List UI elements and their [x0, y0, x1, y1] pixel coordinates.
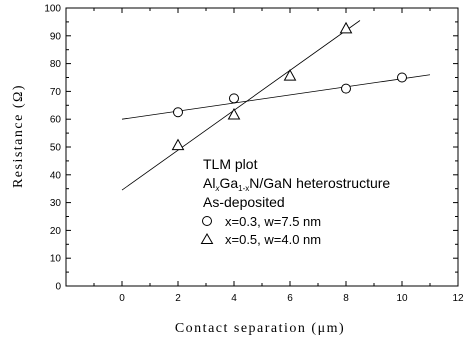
- legend-entry-series-2: x=0.5, w=4.0 nm: [225, 232, 321, 247]
- y-tick-label: 50: [50, 143, 62, 154]
- y-tick-label: 10: [50, 254, 62, 265]
- x-axis-title: Contact separation (μm): [175, 321, 345, 336]
- y-tick-label: 80: [50, 59, 62, 70]
- composition-ga: Ga: [219, 175, 238, 191]
- composition-1-x-subscript: 1-x: [238, 184, 249, 193]
- y-tick-label: 0: [55, 282, 61, 293]
- x-tick-label: 10: [396, 293, 408, 304]
- legend-structure: AlxGa1-xN/GaN heterostructure: [203, 175, 390, 193]
- legend-triangle-marker: [200, 233, 214, 244]
- x-tick-label: 0: [119, 293, 125, 304]
- legend: TLM plot AlxGa1-xN/GaN heterostructure As…: [200, 156, 390, 247]
- x-tick-label: 8: [343, 293, 349, 304]
- x-tick-label: 4: [231, 293, 237, 304]
- y-tick-label: 30: [50, 198, 62, 209]
- legend-heterostructure: heterostructure: [296, 175, 390, 191]
- circle-point: [397, 72, 407, 83]
- legend-condition: As-deposited: [203, 194, 285, 210]
- legend-title: TLM plot: [203, 156, 258, 172]
- triangle-point: [227, 107, 241, 120]
- composition-x-subscript: x: [214, 184, 220, 193]
- composition-al: Al: [203, 175, 215, 191]
- fit-line-series-2: [121, 20, 361, 191]
- triangle-point: [339, 21, 353, 34]
- fit-line-series-1: [121, 74, 431, 120]
- fit-lines: [121, 20, 431, 191]
- y-tick-label: 20: [50, 226, 62, 237]
- circle-point: [229, 93, 239, 104]
- y-tick-label: 40: [50, 170, 62, 181]
- triangle-point: [171, 138, 185, 151]
- x-tick-label: 6: [287, 293, 293, 304]
- y-tick-label: 60: [50, 115, 62, 126]
- y-tick-label: 90: [50, 31, 62, 42]
- circle-point: [341, 83, 351, 94]
- circle-point: [173, 107, 183, 118]
- triangle-point: [283, 69, 297, 81]
- legend-circle-marker: [202, 216, 212, 226]
- x-tick-label: 12: [452, 293, 464, 304]
- y-tick-label: 70: [50, 87, 62, 98]
- ticks: 0 2 4 6 8 10 12 0 10 20 30 40 50 60 70 80 90 100: [44, 4, 464, 305]
- y-tick-label: 100: [44, 4, 61, 15]
- legend-entry-series-1: x=0.3, w=7.5 nm: [225, 214, 321, 229]
- data-points: [171, 21, 407, 151]
- x-tick-label: 2: [175, 293, 181, 304]
- composition-rest: N/GaN: [249, 175, 292, 191]
- y-axis-title: Resistance (Ω): [11, 84, 26, 188]
